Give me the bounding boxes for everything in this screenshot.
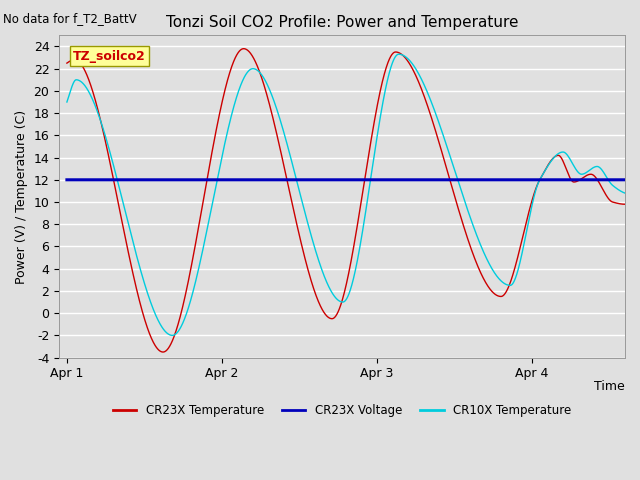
Text: No data for f_T2_BattV: No data for f_T2_BattV — [3, 12, 137, 25]
Y-axis label: Power (V) / Temperature (C): Power (V) / Temperature (C) — [15, 109, 28, 284]
Title: Tonzi Soil CO2 Profile: Power and Temperature: Tonzi Soil CO2 Profile: Power and Temper… — [166, 15, 518, 30]
Text: Time: Time — [595, 380, 625, 393]
Legend: CR23X Temperature, CR23X Voltage, CR10X Temperature: CR23X Temperature, CR23X Voltage, CR10X … — [108, 399, 576, 421]
Text: TZ_soilco2: TZ_soilco2 — [74, 49, 146, 62]
